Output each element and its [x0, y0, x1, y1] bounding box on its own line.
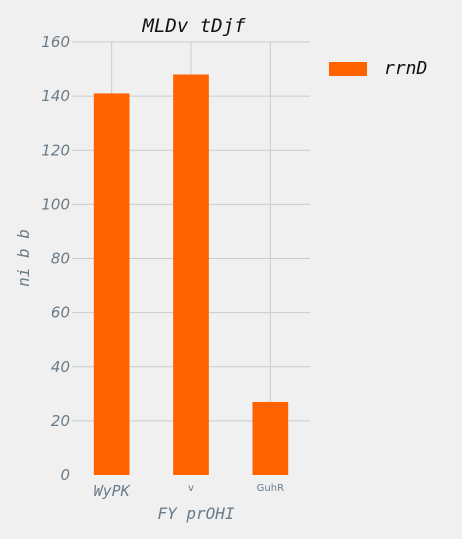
y-tick-labels: 0 20 40 60 80 100 120 140 160 [41, 33, 70, 484]
legend: rrnD [329, 58, 427, 79]
chart-title: MLDv tDjf [142, 15, 247, 37]
y-tick-label: 120 [41, 141, 70, 159]
legend-swatch [329, 62, 367, 76]
bar-GuhR [252, 401, 289, 475]
y-tick-label: 20 [51, 412, 70, 430]
y-tick-label: 0 [60, 466, 70, 484]
x-tick-label: GuhR [257, 483, 284, 494]
legend-label: rrnD [384, 58, 427, 79]
y-tick-label: 100 [41, 195, 70, 213]
y-tick-label: 160 [41, 33, 70, 51]
y-tick-label: 140 [41, 87, 70, 105]
x-tick-label: v [188, 483, 194, 494]
x-tick-labels: WyPK v GuhR [94, 482, 284, 500]
bar-WyPK [93, 93, 130, 475]
x-tick-label: WyPK [94, 482, 131, 500]
y-tick-label: 60 [51, 304, 70, 322]
bar-v [173, 74, 209, 475]
y-axis-label: ni b b [14, 229, 33, 287]
bars [93, 74, 289, 475]
y-tick-label: 40 [51, 358, 70, 376]
y-tick-label: 80 [51, 250, 70, 268]
x-axis-label: FY prOHI [157, 504, 234, 523]
